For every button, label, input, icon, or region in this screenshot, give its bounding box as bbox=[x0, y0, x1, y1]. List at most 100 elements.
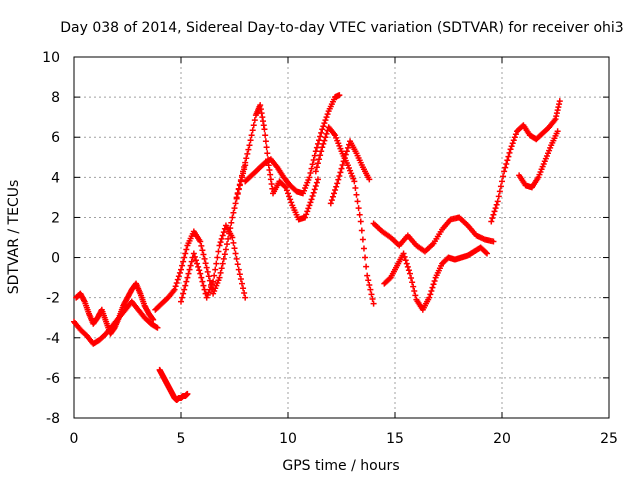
data-point bbox=[314, 176, 321, 183]
data-point bbox=[502, 164, 509, 171]
data-point bbox=[282, 184, 289, 191]
data-point bbox=[329, 193, 336, 200]
data-point bbox=[311, 152, 318, 159]
data-point bbox=[176, 269, 183, 276]
data-point bbox=[321, 137, 328, 144]
data-point bbox=[213, 260, 220, 267]
data-point bbox=[236, 181, 243, 188]
data-point bbox=[230, 209, 237, 216]
data-point bbox=[307, 169, 314, 176]
data-point bbox=[248, 132, 255, 139]
data-point bbox=[310, 156, 317, 163]
data-point bbox=[386, 275, 393, 282]
data-point bbox=[333, 183, 340, 190]
data-point bbox=[201, 286, 208, 293]
data-point bbox=[340, 158, 347, 165]
data-point bbox=[339, 161, 346, 168]
data-point bbox=[191, 253, 198, 260]
plot-frame bbox=[73, 56, 610, 419]
data-point bbox=[322, 134, 329, 141]
data-point bbox=[231, 205, 238, 212]
data-point bbox=[228, 219, 235, 226]
data-point bbox=[210, 278, 217, 285]
data-point bbox=[490, 211, 497, 218]
y-tick-label: -4 bbox=[46, 331, 60, 347]
data-point bbox=[357, 218, 364, 225]
data-point bbox=[224, 241, 231, 248]
data-point bbox=[320, 140, 327, 147]
y-tick-label: 2 bbox=[51, 210, 60, 226]
data-point bbox=[184, 274, 191, 281]
data-point bbox=[363, 263, 370, 270]
data-point bbox=[233, 194, 240, 201]
data-point bbox=[241, 163, 248, 170]
data-point bbox=[306, 174, 313, 181]
data-point bbox=[196, 267, 203, 274]
data-point bbox=[495, 193, 502, 200]
y-tick-label: 8 bbox=[51, 90, 60, 106]
x-tick-label: 25 bbox=[600, 431, 618, 447]
data-point bbox=[508, 143, 515, 150]
data-point bbox=[183, 278, 190, 285]
data-point bbox=[336, 172, 343, 179]
data-point bbox=[185, 270, 192, 277]
data-point bbox=[237, 275, 244, 282]
data-point bbox=[190, 250, 197, 257]
data-point bbox=[183, 246, 190, 253]
data-point bbox=[312, 183, 319, 190]
data-point bbox=[313, 144, 320, 151]
data-point bbox=[234, 190, 241, 197]
data-point bbox=[507, 146, 514, 153]
data-point bbox=[182, 250, 189, 257]
data-point bbox=[217, 239, 224, 246]
data-point bbox=[490, 238, 497, 245]
data-point bbox=[225, 235, 232, 242]
data-point bbox=[408, 274, 415, 281]
data-point bbox=[175, 273, 182, 280]
data-point bbox=[198, 242, 205, 249]
data-point bbox=[362, 254, 369, 261]
data-point bbox=[316, 137, 323, 144]
data-point bbox=[215, 248, 222, 255]
data-point bbox=[218, 235, 225, 242]
data-point bbox=[313, 179, 320, 186]
data-point bbox=[482, 249, 489, 256]
data-point bbox=[302, 214, 309, 221]
data-point bbox=[304, 208, 311, 215]
data-point bbox=[323, 130, 330, 137]
data-point bbox=[192, 257, 199, 264]
data-point bbox=[197, 270, 204, 277]
y-tick-label: -2 bbox=[46, 291, 60, 307]
x-tick-label: 5 bbox=[177, 431, 186, 447]
data-point bbox=[242, 159, 249, 166]
data-point bbox=[426, 294, 433, 301]
data-point bbox=[179, 294, 186, 301]
data-point bbox=[331, 190, 338, 197]
data-point bbox=[412, 292, 419, 299]
data-point bbox=[341, 154, 348, 161]
data-point bbox=[203, 264, 210, 271]
data-point bbox=[334, 180, 341, 187]
data-point bbox=[249, 127, 256, 134]
data-point bbox=[500, 173, 507, 180]
data-point bbox=[352, 185, 359, 192]
data-point bbox=[311, 186, 318, 193]
data-point bbox=[220, 229, 227, 236]
data-point bbox=[317, 133, 324, 140]
data-point bbox=[505, 153, 512, 160]
data-point bbox=[318, 129, 325, 136]
data-point bbox=[219, 232, 226, 239]
y-tick-label: 10 bbox=[42, 50, 60, 66]
data-point bbox=[186, 266, 193, 273]
y-tick-label: -8 bbox=[46, 411, 60, 427]
y-tick-label: 4 bbox=[51, 170, 60, 186]
data-point bbox=[430, 281, 437, 288]
data-point bbox=[286, 193, 293, 200]
y-tick-label: 0 bbox=[51, 251, 60, 267]
data-point bbox=[404, 263, 411, 270]
data-point bbox=[351, 178, 358, 185]
data-point bbox=[365, 277, 372, 284]
data-point bbox=[198, 274, 205, 281]
data-point bbox=[171, 286, 178, 293]
data-point bbox=[206, 277, 213, 284]
